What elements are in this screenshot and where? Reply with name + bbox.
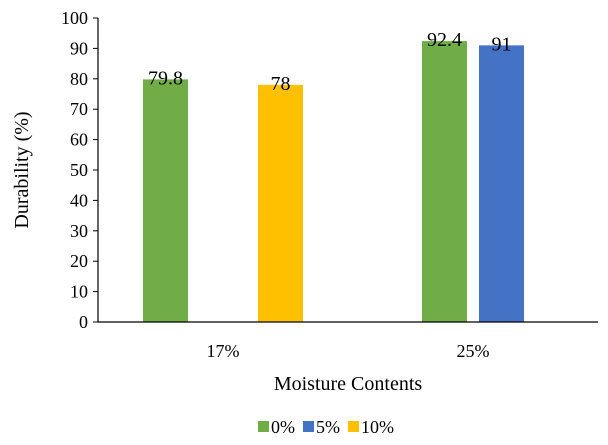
y-tick-label: 80 [70, 69, 88, 89]
bar-17pct-10pct [258, 84, 303, 322]
bar-data-label: 78 [271, 73, 291, 95]
bar-data-label: 92.4 [427, 29, 462, 51]
y-tick-label: 20 [70, 251, 88, 271]
y-axis-ticks: 0 10 20 30 40 50 60 70 80 90 100 [61, 8, 98, 332]
bar-17pct-0pct [143, 79, 188, 323]
bars-group [143, 41, 524, 323]
bar-data-label: 91 [492, 33, 512, 55]
legend-label: 5% [316, 417, 340, 437]
y-tick-label: 70 [70, 99, 88, 119]
x-axis-label: Moisture Contents [274, 373, 423, 395]
y-tick-label: 100 [61, 8, 88, 28]
legend-label: 10% [361, 417, 394, 437]
x-axis-ticks: 17% 25% [207, 341, 490, 361]
y-tick-label: 30 [70, 221, 88, 241]
legend-swatch [348, 421, 359, 432]
y-tick-label: 0 [79, 312, 88, 332]
y-axis-label: Durability (%) [11, 111, 33, 228]
legend-swatch [258, 421, 269, 432]
bar-25pct-0pct [422, 41, 467, 322]
y-tick-label: 50 [70, 160, 88, 180]
data-labels-group: 79.8 78 92.4 91 [148, 29, 512, 95]
x-tick-label: 25% [457, 341, 490, 361]
legend-label: 0% [271, 417, 295, 437]
bar-25pct-5pct [479, 45, 524, 323]
bar-data-label: 79.8 [148, 67, 183, 89]
y-tick-label: 40 [70, 190, 88, 210]
y-tick-label: 10 [70, 282, 88, 302]
x-tick-label: 17% [207, 341, 240, 361]
y-tick-label: 90 [70, 38, 88, 58]
legend-swatch [303, 421, 314, 432]
y-tick-label: 60 [70, 130, 88, 150]
legend: 0% 5% 10% [258, 417, 394, 437]
